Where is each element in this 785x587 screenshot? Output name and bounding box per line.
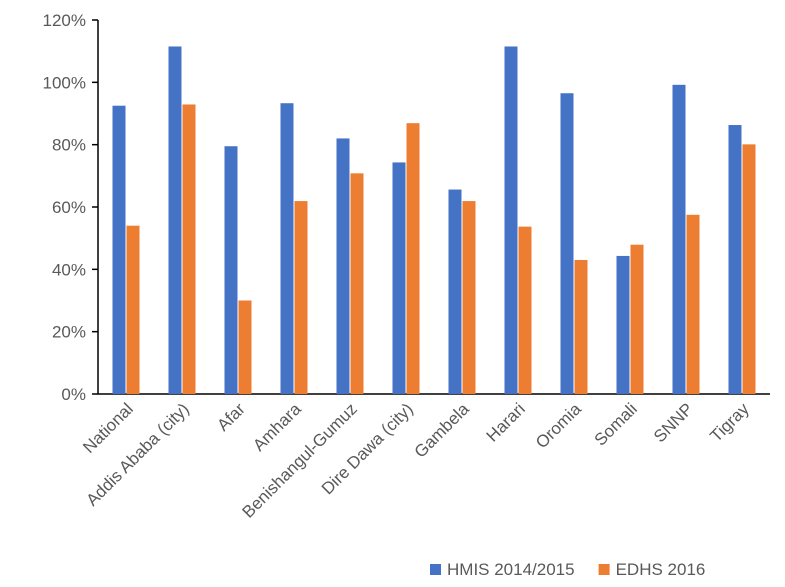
bar-hmis xyxy=(224,146,238,394)
bar-edhs xyxy=(630,244,644,394)
bar-hmis xyxy=(616,255,630,394)
bar-hmis xyxy=(168,46,182,394)
legend-label: EDHS 2016 xyxy=(616,560,706,579)
bar-edhs xyxy=(686,214,700,394)
bar-edhs xyxy=(126,225,140,394)
legend: HMIS 2014/2015 EDHS 2016 xyxy=(430,560,705,579)
x-tick-label: SNNP xyxy=(650,399,697,446)
y-tick-label: 20% xyxy=(52,323,86,342)
bar-edhs xyxy=(182,104,196,394)
bar-hmis xyxy=(392,162,406,394)
bar-edhs xyxy=(238,300,252,394)
x-tick-label: National xyxy=(79,399,137,457)
y-tick-label: 100% xyxy=(43,73,86,92)
y-tick-label: 0% xyxy=(61,385,86,404)
y-tick-label: 40% xyxy=(52,260,86,279)
bar-edhs xyxy=(742,144,756,394)
bar-hmis xyxy=(280,103,294,394)
legend-swatch xyxy=(598,564,610,575)
x-tick-label: Oromia xyxy=(532,399,585,452)
legend-label: HMIS 2014/2015 xyxy=(447,560,575,579)
bar-hmis xyxy=(448,189,462,394)
bar-edhs xyxy=(350,173,364,394)
x-tick-label: Amhara xyxy=(249,399,305,455)
y-tick-label: 80% xyxy=(52,136,86,155)
bar-hmis xyxy=(112,105,126,394)
bar-hmis xyxy=(336,138,350,394)
x-tick-label: Harari xyxy=(483,399,529,445)
y-axis: 0% 20% 40% 60% 80% 100% 120% xyxy=(43,11,99,404)
bar-hmis xyxy=(560,93,574,394)
bar-hmis xyxy=(504,46,518,394)
bars xyxy=(112,46,756,395)
bar-edhs xyxy=(518,226,532,394)
y-tick-label: 120% xyxy=(43,11,86,30)
x-tick-label: Somali xyxy=(591,399,641,449)
bar-edhs xyxy=(574,259,588,394)
bar-edhs xyxy=(294,201,308,394)
legend-swatch xyxy=(430,564,441,575)
x-tick-label: Afar xyxy=(213,399,249,435)
bar-edhs xyxy=(406,123,420,394)
y-tick-label: 60% xyxy=(52,198,86,217)
bar-hmis xyxy=(728,125,742,394)
bar-edhs xyxy=(462,201,476,394)
x-tick-label: Addis Ababa (city) xyxy=(83,399,193,509)
x-tick-label: Gambela xyxy=(411,399,474,462)
x-tick-label: Tigray xyxy=(706,399,753,446)
bar-hmis xyxy=(672,84,686,395)
